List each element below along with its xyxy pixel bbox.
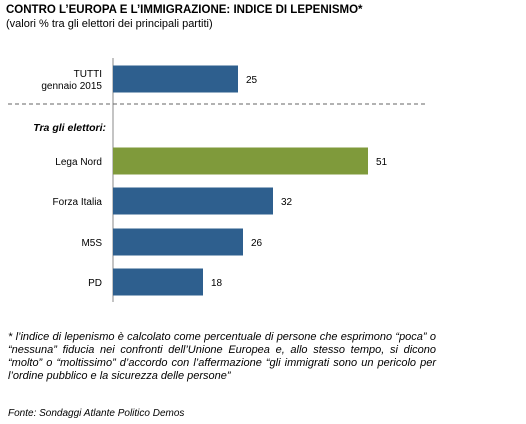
bar xyxy=(113,65,238,93)
bar xyxy=(113,228,243,256)
group-label: Tra gli elettori: xyxy=(33,122,106,134)
bar xyxy=(113,187,273,215)
category-label: Lega Nord xyxy=(55,157,102,168)
footnote: * l’indice di lepenismo è calcolato come… xyxy=(8,331,436,382)
bar-value-label: 32 xyxy=(281,197,293,208)
category-label: TUTTI xyxy=(74,69,102,80)
source-note: Fonte: Sondaggi Atlante Politico Demos xyxy=(8,408,185,419)
category-label: M5S xyxy=(81,238,102,249)
chart-title: CONTRO L’EUROPA E L’IMMIGRAZIONE: INDICE… xyxy=(6,4,363,16)
category-label: Forza Italia xyxy=(53,197,103,208)
bar xyxy=(113,147,368,175)
bar-value-label: 18 xyxy=(211,278,223,289)
category-label: PD xyxy=(88,278,102,289)
bar xyxy=(113,268,203,296)
bar-value-label: 26 xyxy=(251,238,263,249)
chart-subtitle: (valori % tra gli elettori dei principal… xyxy=(6,18,213,30)
bar-value-label: 51 xyxy=(376,157,388,168)
category-label: gennaio 2015 xyxy=(41,81,102,92)
bar-value-label: 25 xyxy=(246,75,258,86)
